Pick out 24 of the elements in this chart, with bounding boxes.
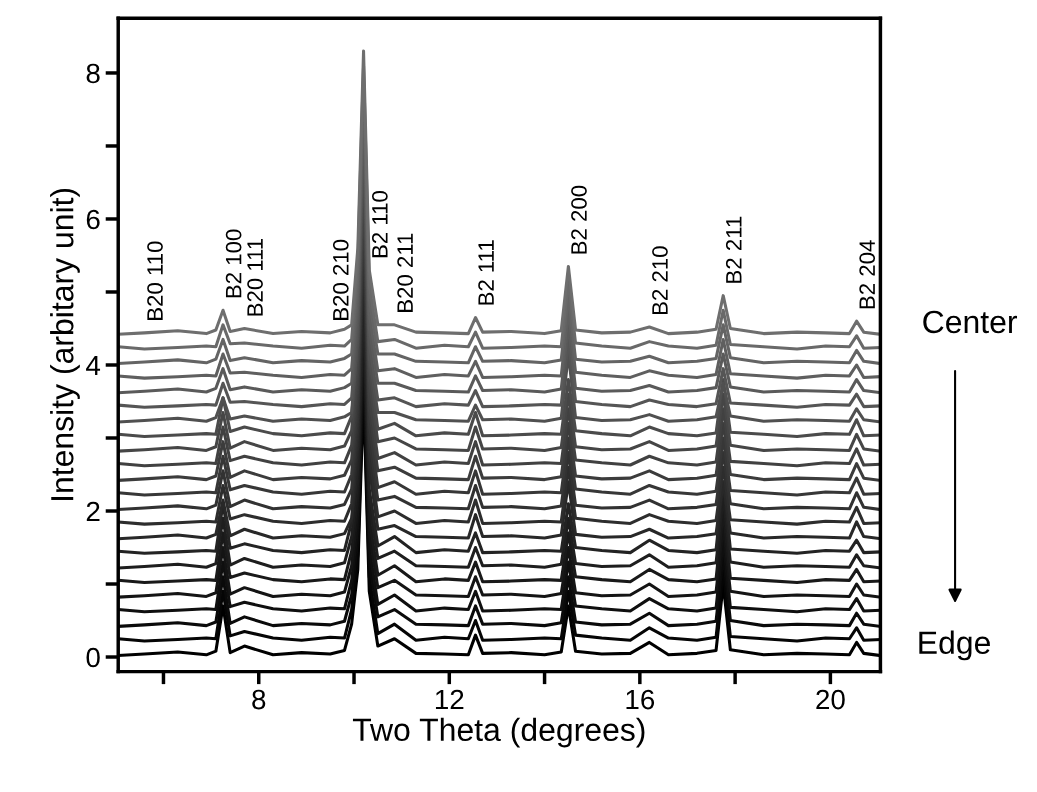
annotation: B2 100 [225,229,242,298]
x-axis-title: Two Theta (degrees) [352,717,645,748]
y-axis-title: Intensity (arbitary unit) [50,188,80,500]
annotation: B20 211 [397,233,413,312]
annotation: B20 110 [147,241,163,320]
annotation: B2 210 [652,246,668,315]
x-tick-label: 16 [626,689,655,710]
y-tick-label: 2 [86,501,100,522]
annotation: B2 110 [372,191,388,258]
x-tick-label: 8 [252,689,266,710]
annotation: B20 210 [332,239,349,320]
annotation: B2 200 [571,185,587,254]
y-tick-label: 4 [86,355,101,376]
y-tick-label: 6 [86,209,100,230]
y-tick-label: 8 [86,63,100,84]
x-tick-label: 12 [435,689,464,710]
annotation: B2 204 [859,240,876,309]
annotation: B20 111 [247,238,263,316]
text: Center [923,310,1018,334]
y-tick-label: 0 [86,647,100,668]
text: Edge [919,630,990,661]
annotation: B2 211 [725,216,742,283]
annotation: B2 111 [478,240,494,305]
x-tick-label: 20 [816,689,845,710]
